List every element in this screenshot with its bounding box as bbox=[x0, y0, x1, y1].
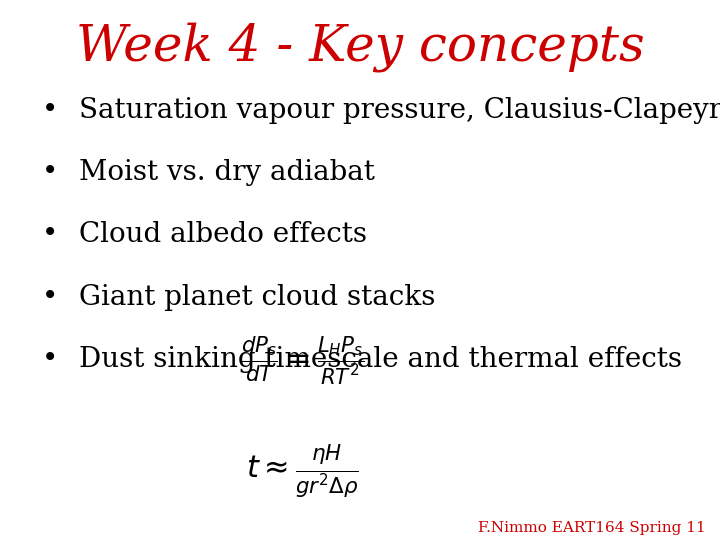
Text: •: • bbox=[42, 97, 58, 124]
Text: F.Nimmo EART164 Spring 11: F.Nimmo EART164 Spring 11 bbox=[478, 521, 706, 535]
Text: Saturation vapour pressure, Clausius-Clapeyron: Saturation vapour pressure, Clausius-Cla… bbox=[79, 97, 720, 124]
Text: Week 4 - Key concepts: Week 4 - Key concepts bbox=[76, 22, 644, 72]
Text: •: • bbox=[42, 284, 58, 310]
Text: Giant planet cloud stacks: Giant planet cloud stacks bbox=[79, 284, 436, 310]
Text: •: • bbox=[42, 221, 58, 248]
Text: Cloud albedo effects: Cloud albedo effects bbox=[79, 221, 367, 248]
Text: •: • bbox=[42, 159, 58, 186]
Text: •: • bbox=[42, 346, 58, 373]
Text: $t \approx \frac{\eta H}{g r^2 \Delta\rho}$: $t \approx \frac{\eta H}{g r^2 \Delta\rh… bbox=[246, 443, 359, 500]
Text: $\frac{dP_s}{dT} = \frac{L_H P_s}{RT^2}$: $\frac{dP_s}{dT} = \frac{L_H P_s}{RT^2}$ bbox=[241, 335, 364, 387]
Text: Moist vs. dry adiabat: Moist vs. dry adiabat bbox=[79, 159, 375, 186]
Text: Dust sinking timescale and thermal effects: Dust sinking timescale and thermal effec… bbox=[79, 346, 683, 373]
